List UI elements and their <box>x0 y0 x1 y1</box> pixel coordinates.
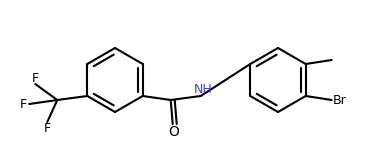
Text: Br: Br <box>333 93 347 107</box>
Text: F: F <box>44 123 51 135</box>
Text: F: F <box>20 97 27 111</box>
Text: O: O <box>168 125 179 139</box>
Text: F: F <box>32 73 39 85</box>
Text: NH: NH <box>193 83 212 95</box>
